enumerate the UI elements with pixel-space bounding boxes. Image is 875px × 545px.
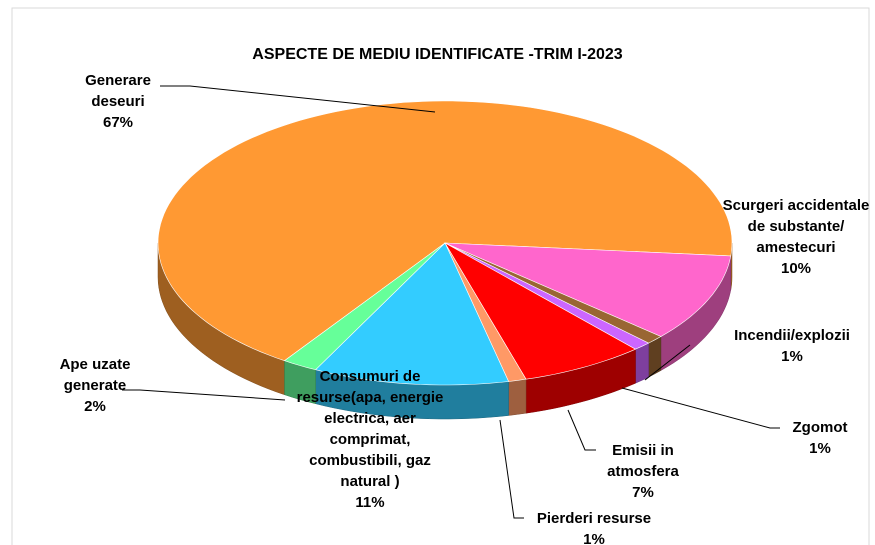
label-value: 1%: [583, 531, 605, 545]
label-value: 1%: [781, 348, 803, 365]
label-category: Generare deseuri: [85, 72, 151, 110]
label-category: Incendii/explozii: [734, 327, 850, 344]
label-value: 11%: [355, 494, 385, 511]
slice-label: Pierderi resurse 1%: [514, 508, 674, 545]
label-value: 1%: [809, 440, 831, 457]
slice: [315, 242, 510, 386]
slice-tops: [157, 100, 733, 386]
slice-side: [508, 378, 527, 416]
slice: [444, 242, 732, 337]
slice-label: Ape uzate generate 2%: [40, 354, 150, 417]
leader-line: [499, 419, 524, 519]
leader-lines: [122, 85, 780, 519]
label-value: 2%: [84, 398, 106, 415]
slice-label: Incendii/explozii 1%: [727, 325, 857, 367]
label-value: 10%: [780, 260, 812, 277]
label-value: 7%: [632, 484, 654, 501]
label-category: Pierderi resurse: [536, 510, 652, 527]
slice-side: [635, 342, 649, 384]
slice: [444, 242, 637, 380]
slice-label: Generare deseuri 67%: [63, 70, 173, 133]
label-category: Emisii in atmosfera: [607, 442, 679, 480]
slice-side: [648, 336, 662, 378]
leader-line: [122, 389, 286, 401]
slice: [157, 100, 733, 362]
leader-line: [621, 387, 780, 429]
chart-title: ASPECTE DE MEDIU IDENTIFICATE -TRIM I-20…: [252, 46, 623, 63]
label-category: Ape uzate generate: [59, 356, 131, 394]
leader-line: [567, 409, 596, 451]
label-value: 67%: [102, 114, 134, 131]
label-category: Consumuri de resurse(apa, energie electr…: [296, 368, 444, 490]
slice-label: Scurgeri accidentale de substante/ amest…: [721, 195, 871, 279]
slice-label: Zgomot 1%: [780, 417, 860, 459]
slice: [283, 242, 446, 371]
slice-sides: [157, 242, 733, 420]
chart-border: [11, 7, 870, 545]
label-category: Zgomot: [792, 419, 848, 436]
slice-label: Consumuri de resurse(apa, energie electr…: [295, 366, 445, 513]
slice-label: Emisii in atmosfera 7%: [593, 440, 693, 503]
slices: [157, 100, 733, 420]
leader-line: [644, 344, 691, 381]
leader-line: [160, 85, 436, 113]
label-category: Scurgeri accidentale de substante/ amest…: [722, 197, 870, 256]
